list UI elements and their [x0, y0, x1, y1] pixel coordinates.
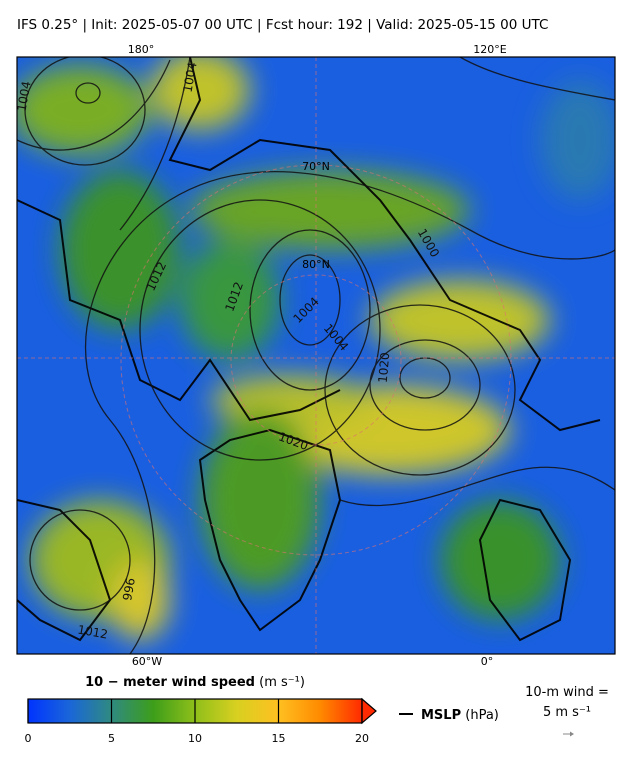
colorbar-title: 10 − meter wind speed (m s⁻¹)	[85, 675, 305, 690]
colorbar-tick-label: 5	[108, 732, 115, 745]
colorbar-unit: (m s⁻¹)	[259, 675, 305, 690]
contour-label: 996	[120, 577, 138, 602]
wind-legend-value: 5 m s⁻¹	[543, 705, 591, 720]
wind-reference-arrow	[563, 731, 574, 737]
wind-legend-label: 10-m wind =	[525, 685, 609, 700]
graticule-label: 180°	[128, 43, 155, 56]
graticule-label: 0°	[481, 655, 494, 668]
title: IFS 0.25° | Init: 2025-05-07 00 UTC | Fc…	[17, 17, 548, 33]
contour-label: 1004	[181, 61, 200, 94]
colorbar-extend	[361, 697, 377, 725]
colorbar-tick-label: 15	[272, 732, 286, 745]
colorbar-name: 10 − meter wind speed	[85, 675, 255, 690]
colorbar-tick-label: 0	[25, 732, 32, 745]
mslp-name: MSLP	[421, 708, 461, 723]
graticule-label: 80°N	[302, 258, 330, 271]
colorbar-tick-label: 20	[355, 732, 369, 745]
colorbar-tick-label: 10	[188, 732, 202, 745]
contour-label: 1020	[376, 352, 393, 384]
map-frame	[16, 56, 616, 655]
graticule-label: 60°W	[132, 655, 162, 668]
contour-label: 1004	[15, 80, 34, 113]
graticule-label: 120°E	[473, 43, 506, 56]
mslp-legend: MSLP (hPa)	[421, 708, 499, 723]
map: 1004100410041004101210121012996102010201…	[15, 57, 615, 654]
mslp-unit: (hPa)	[465, 708, 499, 723]
graticule-label: 70°N	[302, 160, 330, 173]
contour-label: 1012	[76, 623, 109, 642]
